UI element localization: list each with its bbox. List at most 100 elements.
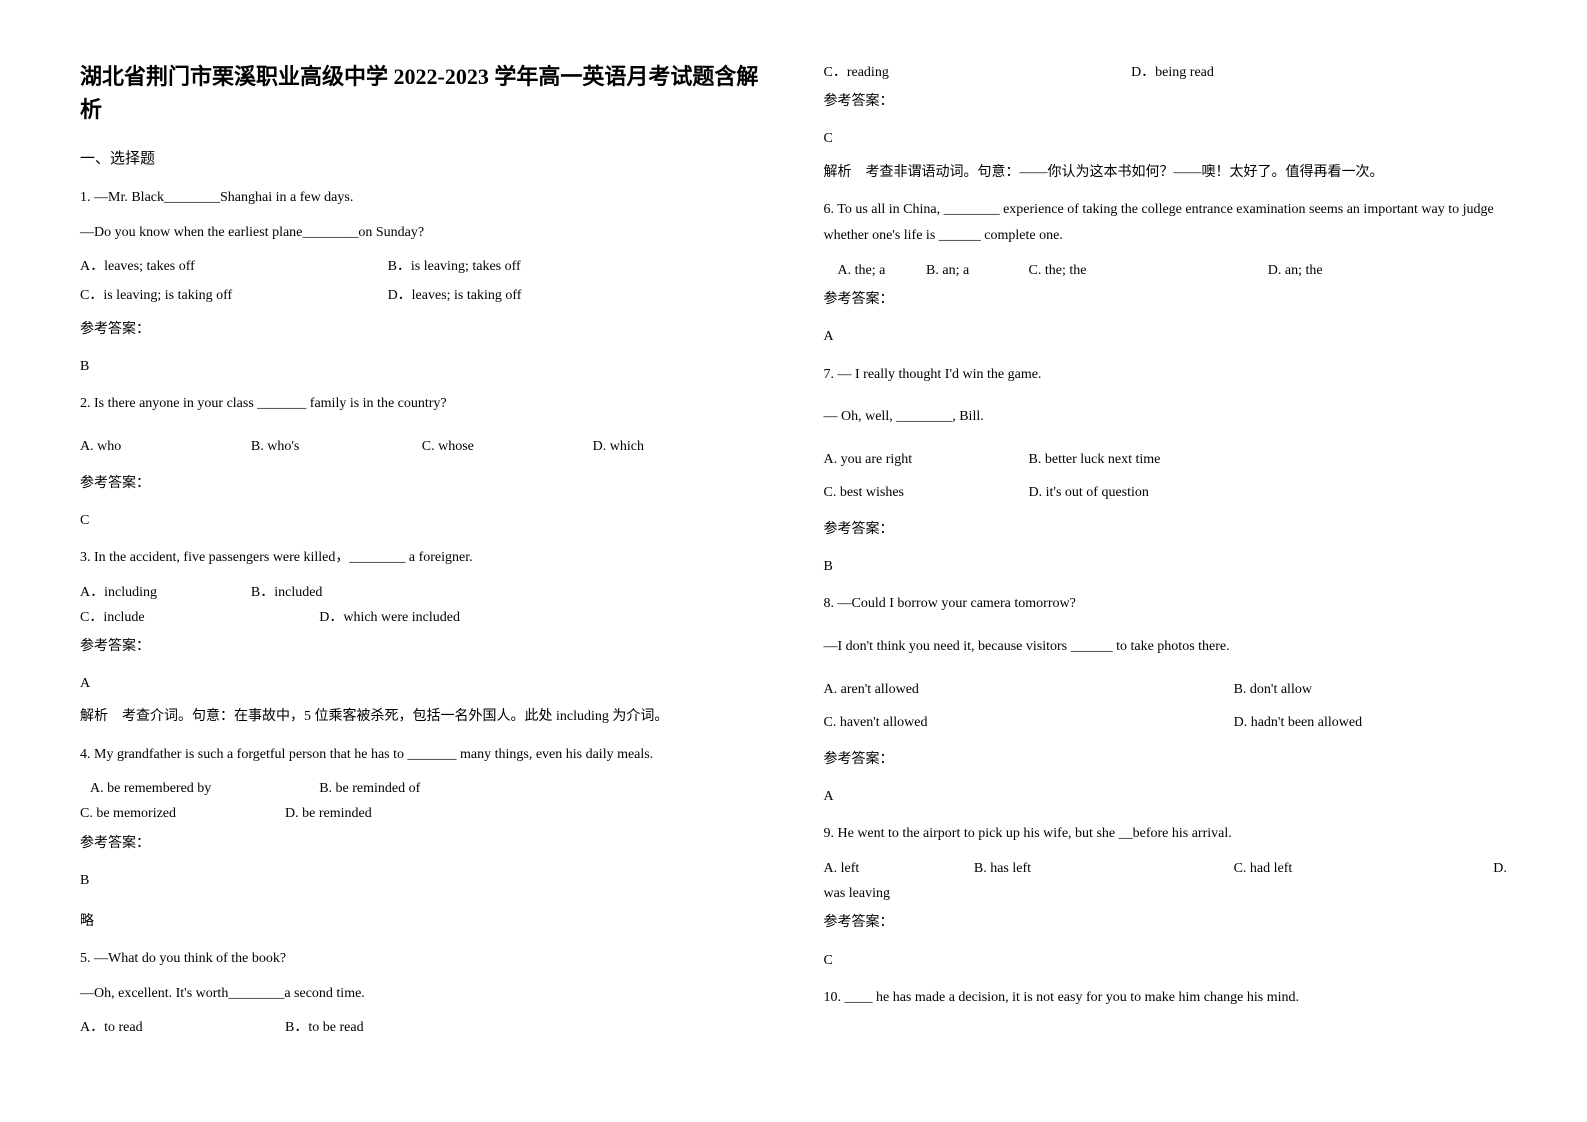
- question-text: 8. —Could I borrow your camera tomorrow?: [824, 591, 1508, 618]
- option-a: A. who: [80, 434, 251, 459]
- options: A．leaves; takes off B．is leaving; takes …: [80, 254, 764, 283]
- option-a: A. you are right: [824, 447, 1029, 472]
- option-c: C. the; the: [1029, 258, 1268, 283]
- question-text: — Oh, well, ________, Bill.: [824, 404, 1508, 431]
- question-text: 7. — I really thought I'd win the game.: [824, 362, 1508, 389]
- option-c: C．include: [80, 605, 319, 630]
- question-5: 5. —What do you think of the book? —Oh, …: [80, 946, 764, 1040]
- options: C. be memorized D. be reminded: [80, 801, 764, 826]
- options: A. be remembered by B. be reminded of: [80, 776, 764, 801]
- answer-label: 参考答案：: [80, 317, 764, 342]
- option-c: C. best wishes: [824, 480, 1029, 505]
- option-b: B. has left: [974, 856, 1234, 881]
- answer-value: C: [824, 126, 1508, 151]
- question-text: 3. In the accident, five passengers were…: [80, 545, 764, 572]
- answer-value: A: [824, 324, 1508, 349]
- option-b: B. an; a: [926, 258, 1029, 283]
- answer-value: B: [824, 554, 1508, 579]
- question-text: 5. —What do you think of the book?: [80, 946, 764, 973]
- option-d: D. hadn't been allowed: [1234, 710, 1362, 735]
- question-text: 6. To us all in China, ________ experien…: [824, 197, 1508, 250]
- question-6: 6. To us all in China, ________ experien…: [824, 197, 1508, 350]
- answer-label: 参考答案：: [824, 910, 1508, 935]
- option-d: D．leaves; is taking off: [388, 283, 696, 308]
- page-container: 湖北省荆门市栗溪职业高级中学 2022-2023 学年高一英语月考试题含解析 一…: [80, 60, 1507, 1053]
- options: C．include D．which were included: [80, 605, 764, 630]
- option-c: C．is leaving; is taking off: [80, 283, 388, 308]
- option-b: B．is leaving; takes off: [388, 254, 696, 279]
- option-d: D. an; the: [1268, 258, 1323, 283]
- option-d: was leaving: [824, 881, 1508, 906]
- option-a: A．leaves; takes off: [80, 254, 388, 279]
- option-b: B. don't allow: [1234, 677, 1312, 702]
- question-3: 3. In the accident, five passengers were…: [80, 545, 764, 730]
- question-9: 9. He went to the airport to pick up his…: [824, 821, 1508, 972]
- question-text: 9. He went to the airport to pick up his…: [824, 821, 1508, 848]
- question-text: —Do you know when the earliest plane____…: [80, 220, 764, 247]
- answer-label: 参考答案：: [80, 634, 764, 659]
- option-d: D. which: [593, 434, 764, 459]
- question-text: 1. —Mr. Black________Shanghai in a few d…: [80, 185, 764, 212]
- option-b: B. better luck next time: [1029, 447, 1161, 472]
- left-column: 湖北省荆门市栗溪职业高级中学 2022-2023 学年高一英语月考试题含解析 一…: [80, 60, 764, 1053]
- option-c: C. haven't allowed: [824, 710, 1234, 735]
- options: A．to read B．to be read: [80, 1015, 764, 1040]
- explanation: 解析 考查非谓语动词。句意：——你认为这本书如何？——噢！太好了。值得再看一次。: [824, 160, 1508, 185]
- options: C．reading D．being read: [824, 60, 1508, 85]
- option-c: C. had left: [1234, 856, 1494, 881]
- options: A．including B．included: [80, 580, 764, 605]
- question-8: 8. —Could I borrow your camera tomorrow?…: [824, 591, 1508, 809]
- option-a: A. left: [824, 856, 974, 881]
- question-text: —Oh, excellent. It's worth________a seco…: [80, 981, 764, 1008]
- question-text: 10. ____ he has made a decision, it is n…: [824, 985, 1508, 1012]
- question-5-cont: C．reading D．being read 参考答案： C 解析 考查非谓语动…: [824, 60, 1508, 185]
- answer-label: 参考答案：: [80, 471, 764, 496]
- explanation: 解析 考查介词。句意：在事故中，5 位乘客被杀死，包括一名外国人。此处 incl…: [80, 704, 764, 729]
- answer-value: B: [80, 868, 764, 893]
- option-c: C．reading: [824, 60, 1132, 85]
- options: C. haven't allowed D. hadn't been allowe…: [824, 710, 1508, 735]
- option-c: C. whose: [422, 434, 593, 459]
- option-b: B．included: [251, 580, 422, 605]
- answer-value: B: [80, 354, 764, 379]
- options: A. aren't allowed B. don't allow: [824, 677, 1508, 702]
- options: C．is leaving; is taking off D．leaves; is…: [80, 283, 764, 312]
- options: A. the; a B. an; a C. the; the D. an; th…: [824, 258, 1508, 283]
- option-a: A．to read: [80, 1015, 285, 1040]
- option-a: A．including: [80, 580, 251, 605]
- question-7: 7. — I really thought I'd win the game. …: [824, 362, 1508, 580]
- answer-value: A: [824, 784, 1508, 809]
- answer-label: 参考答案：: [80, 831, 764, 856]
- option-b: B．to be read: [285, 1015, 364, 1040]
- question-10: 10. ____ he has made a decision, it is n…: [824, 985, 1508, 1012]
- option-d: D. be reminded: [285, 801, 372, 826]
- answer-label: 参考答案：: [824, 747, 1508, 772]
- question-1: 1. —Mr. Black________Shanghai in a few d…: [80, 185, 764, 379]
- answer-label: 参考答案：: [824, 287, 1508, 312]
- answer-label: 参考答案：: [824, 89, 1508, 114]
- question-text: 4. My grandfather is such a forgetful pe…: [80, 742, 764, 769]
- question-text: —I don't think you need it, because visi…: [824, 634, 1508, 661]
- answer-value: A: [80, 671, 764, 696]
- option-c: C. be memorized: [80, 801, 285, 826]
- option-d: D. it's out of question: [1029, 480, 1149, 505]
- options: A. you are right B. better luck next tim…: [824, 447, 1508, 472]
- answer-value: C: [824, 948, 1508, 973]
- answer-label: 参考答案：: [824, 517, 1508, 542]
- question-2: 2. Is there anyone in your class _______…: [80, 391, 764, 533]
- option-a: A. aren't allowed: [824, 677, 1234, 702]
- option-a: A. be remembered by: [80, 776, 319, 801]
- option-b: B. who's: [251, 434, 422, 459]
- answer-value: C: [80, 508, 764, 533]
- document-title: 湖北省荆门市栗溪职业高级中学 2022-2023 学年高一英语月考试题含解析: [80, 60, 764, 126]
- options: A. left B. has left C. had left D.: [824, 856, 1508, 881]
- option-b: B. be reminded of: [319, 776, 420, 801]
- option-a: A. the; a: [824, 258, 927, 283]
- question-text: 2. Is there anyone in your class _______…: [80, 391, 764, 418]
- section-header: 一、选择题: [80, 146, 764, 173]
- option-d: D．being read: [1131, 60, 1214, 85]
- right-column: C．reading D．being read 参考答案： C 解析 考查非谓语动…: [824, 60, 1508, 1053]
- options: C. best wishes D. it's out of question: [824, 480, 1508, 505]
- option-d-prefix: D.: [1493, 856, 1507, 881]
- question-4: 4. My grandfather is such a forgetful pe…: [80, 742, 764, 935]
